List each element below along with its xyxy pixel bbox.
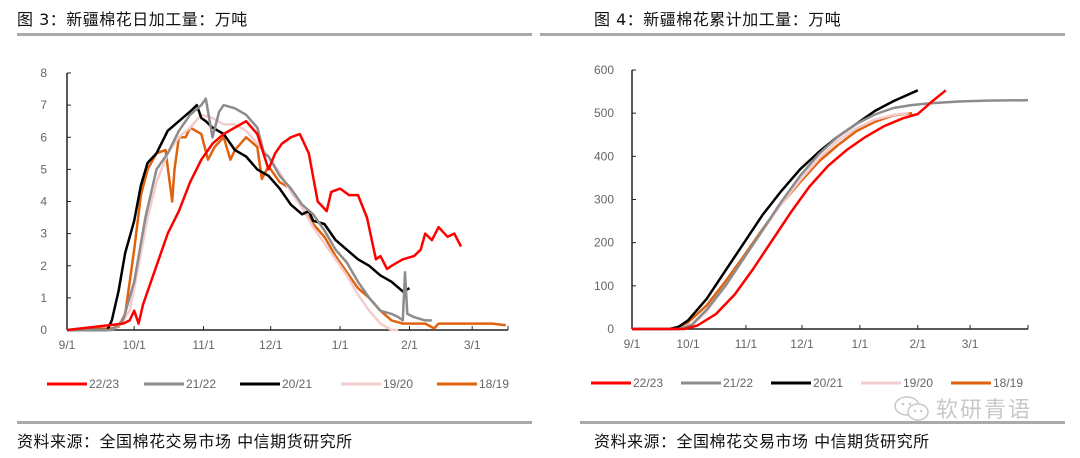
x-tick-label: 9/1 <box>59 338 76 352</box>
x-tick-label: 11/1 <box>192 338 215 352</box>
x-tick-label: 2/1 <box>401 338 418 352</box>
y-tick-label: 5 <box>40 162 47 176</box>
legend-label: 18/19 <box>479 377 509 391</box>
figure-3-bottom-rule <box>17 421 532 424</box>
y-tick-label: 100 <box>594 279 614 293</box>
figure-4-title: 图 4：新疆棉花累计加工量：万吨 <box>594 10 842 29</box>
y-tick-label: 600 <box>594 63 614 77</box>
y-tick-label: 300 <box>594 193 614 207</box>
series-line-22-23 <box>66 119 463 332</box>
x-tick-label: 10/1 <box>676 337 700 351</box>
figure-3-title: 图 3：新疆棉花日加工量：万吨 <box>17 10 248 29</box>
y-tick-label: 2 <box>40 259 47 273</box>
x-tick-label: 12/1 <box>790 337 814 351</box>
series-line-20-21 <box>67 103 411 332</box>
legend-label: 21/22 <box>186 377 216 391</box>
legend-label: 22/23 <box>89 377 119 391</box>
y-tick-label: 6 <box>40 130 47 144</box>
x-tick-label: 9/1 <box>624 337 641 351</box>
x-tick-label: 11/1 <box>735 337 758 351</box>
cumulative-processing-chart: 0 100 200 300 400 500 600 9/1 10/1 11/1 12/1 1/1 2/1… <box>591 63 1029 390</box>
series-line-21-22 <box>67 97 432 332</box>
legend-label: 19/20 <box>383 377 413 391</box>
y-tick-label: 400 <box>594 149 614 163</box>
x-tick-label: 1/1 <box>332 338 349 352</box>
x-tick-label: 3/1 <box>464 338 481 352</box>
series-line-18-19 <box>632 111 913 331</box>
series-line-20-21 <box>632 89 919 331</box>
figure-3-top-rule <box>17 33 532 36</box>
series-line-19-20 <box>67 113 399 332</box>
x-tick-label: 3/1 <box>962 337 979 351</box>
x-tick-label: 1/1 <box>852 337 869 351</box>
series-line-22-23 <box>632 89 947 331</box>
series-line-21-22 <box>632 98 1029 331</box>
y-tick-label: 500 <box>594 106 614 120</box>
x-tick-label: 12/1 <box>259 338 283 352</box>
legend-label: 20/21 <box>282 377 312 391</box>
figure-4-top-rule <box>540 33 1065 36</box>
y-tick-label: 8 <box>40 66 47 80</box>
y-tick-label: 7 <box>40 98 47 112</box>
daily-processing-chart: 0 1 2 3 4 5 6 7 8 9/1 10/1 11/1 12/1 1/1 2/1 3/1 22/23 21… <box>40 66 509 391</box>
x-tick-label: 2/1 <box>909 337 926 351</box>
series-line-19-20 <box>632 111 909 331</box>
figure-3-source: 资料来源：全国棉花交易市场 中信期货研究所 <box>17 432 353 451</box>
y-tick-label: 0 <box>607 322 614 336</box>
wechat-icon <box>894 396 929 421</box>
y-tick-label: 0 <box>40 323 47 337</box>
legend-label: 22/23 <box>633 376 663 390</box>
watermark-text: 软研青语 <box>936 398 1033 423</box>
y-tick-label: 3 <box>40 227 47 241</box>
y-tick-label: 4 <box>40 195 47 209</box>
figure-4-source: 资料来源：全国棉花交易市场 中信期货研究所 <box>594 432 930 451</box>
legend-label: 20/21 <box>813 376 843 390</box>
legend-label: 19/20 <box>903 376 933 390</box>
y-tick-label: 1 <box>40 291 47 305</box>
figure-4-bottom-rule <box>580 421 1065 424</box>
legend-label: 21/22 <box>723 376 753 390</box>
y-tick-label: 200 <box>594 236 614 250</box>
legend-label: 18/19 <box>993 376 1023 390</box>
x-tick-label: 10/1 <box>122 338 146 352</box>
